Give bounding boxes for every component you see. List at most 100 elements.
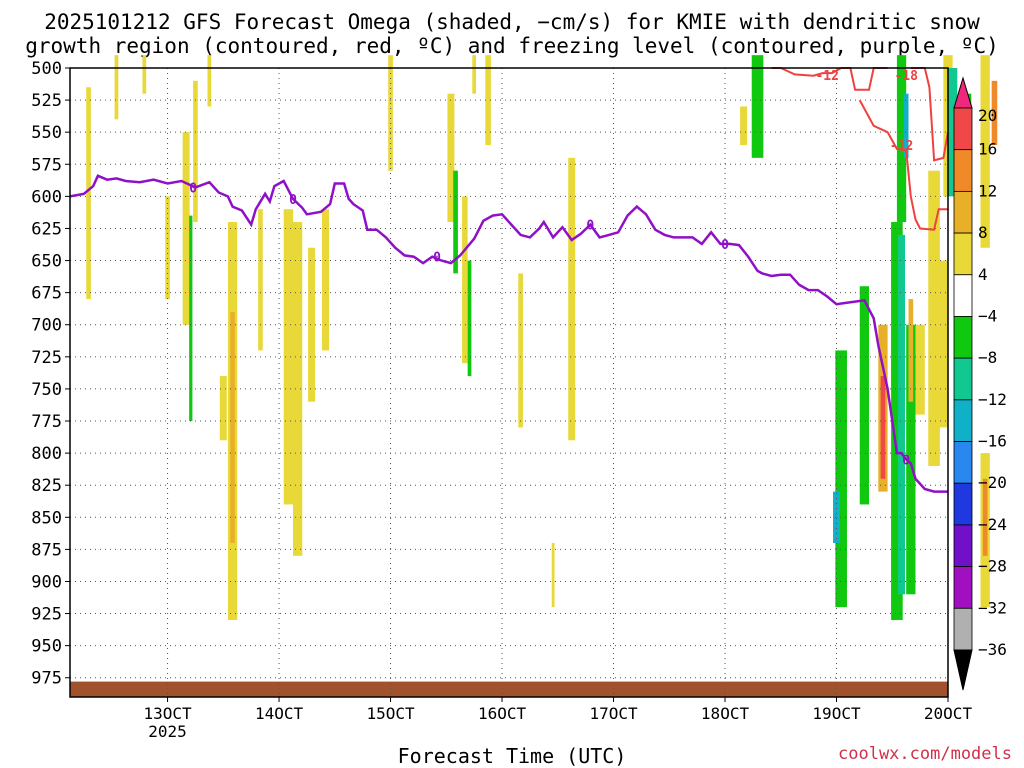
y-tick-label: 925 xyxy=(31,605,62,625)
omega-shade-region xyxy=(880,376,886,479)
omega-shade-region xyxy=(740,106,748,146)
y-tick-label: 550 xyxy=(31,123,62,143)
omega-shade-region xyxy=(938,260,948,428)
chart-title-line1: 2025101212 GFS Forecast Omega (shaded, −… xyxy=(44,10,980,34)
omega-shade-region xyxy=(485,55,491,146)
omega-shade-region xyxy=(165,196,170,300)
colorbar-bin xyxy=(953,149,973,192)
y-tick-label: 800 xyxy=(31,444,62,464)
omega-shade-region xyxy=(891,222,903,620)
omega-shade-region xyxy=(182,132,190,325)
colorbar-label: −32 xyxy=(978,598,1007,617)
dendritic-contour-line xyxy=(858,99,948,231)
omega-shade-region xyxy=(903,93,909,158)
dendritic-contour-label: -12 xyxy=(890,139,913,154)
x-tick-year-label: 2025 xyxy=(148,722,187,741)
omega-shade-region xyxy=(751,55,764,158)
x-tick-label: 15OCT xyxy=(366,704,415,723)
colorbar-bin xyxy=(953,607,973,651)
y-tick-label: 950 xyxy=(31,637,62,657)
omega-shade-region xyxy=(462,196,468,364)
omega-shade-region xyxy=(906,324,916,595)
omega-shade-region xyxy=(283,209,293,505)
omega-shade-region xyxy=(453,170,458,274)
colorbar-label: −28 xyxy=(978,557,1007,576)
colorbar-label: 12 xyxy=(978,181,997,200)
y-tick-label: 725 xyxy=(31,348,62,368)
freezing-level-label: 0 xyxy=(289,193,297,208)
omega-shade-region xyxy=(898,234,906,595)
colorbar-label: 20 xyxy=(978,106,997,125)
dendritic-contour-label: -12 xyxy=(815,69,838,84)
freezing-level-label: 0 xyxy=(189,181,197,196)
y-tick-label: 650 xyxy=(31,252,62,272)
omega-shade-region xyxy=(114,55,119,120)
colorbar-label: −8 xyxy=(978,348,997,367)
omega-shade-region xyxy=(193,80,198,223)
colorbar-label: −20 xyxy=(978,473,1007,492)
omega-shade-region xyxy=(908,299,914,402)
colorbar-bin xyxy=(953,190,973,234)
omega-shade-region xyxy=(467,260,472,377)
omega-shade-region xyxy=(472,55,477,94)
colorbar-bin xyxy=(953,357,973,401)
omega-shade-region xyxy=(189,215,193,422)
plot-frame xyxy=(69,67,949,698)
y-tick-label: 600 xyxy=(31,187,62,207)
omega-shade-region xyxy=(142,55,147,94)
colorbar-label: −4 xyxy=(978,306,997,325)
y-tick-label: 975 xyxy=(31,669,62,689)
omega-shade-region xyxy=(551,542,555,608)
y-tick-label: 675 xyxy=(31,284,62,304)
y-tick-label: 500 xyxy=(31,59,62,79)
omega-shade-region xyxy=(230,311,235,543)
omega-shade-region xyxy=(388,55,393,171)
omega-shade-region xyxy=(991,80,998,146)
y-tick-label: 575 xyxy=(31,155,62,175)
colorbar: 20 16 12 8 4 −4 −8 −12 −16 −20 −24 −28 −32 −36 xyxy=(953,76,1007,691)
omega-shade-region xyxy=(86,87,91,300)
x-tick-label: 14OCT xyxy=(255,704,304,723)
omega-shade-region xyxy=(833,491,840,543)
colorbar-label: 16 xyxy=(978,140,997,159)
omega-shade-region xyxy=(915,324,925,415)
x-tick-label: 18OCT xyxy=(701,704,750,723)
colorbar-bin xyxy=(953,399,973,442)
omega-shade-region xyxy=(322,209,329,351)
dendritic-contour-label: -18 xyxy=(894,69,918,84)
omega-shade-region xyxy=(948,68,958,197)
omega-shade-region xyxy=(447,93,455,223)
omega-shade-region xyxy=(207,55,212,107)
x-tick-label: 20OCT xyxy=(924,704,973,723)
omega-shade-region xyxy=(859,286,870,505)
y-tick-label: 850 xyxy=(31,508,62,528)
freezing-level-label: 0 xyxy=(721,238,729,253)
credit-text: coolwx.com/models xyxy=(838,744,1012,764)
chart-title-line2: growth region (contoured, red, ºC) and f… xyxy=(25,34,999,58)
x-axis-title: Forecast Time (UTC) xyxy=(397,744,627,768)
colorbar-bin xyxy=(953,482,973,526)
y-tick-label: 625 xyxy=(31,219,62,239)
colorbar-bin xyxy=(953,232,973,276)
colorbar-bottom-arrow xyxy=(953,649,973,691)
x-tick-label: 19OCT xyxy=(812,704,861,723)
x-tick-label: 13OCT xyxy=(143,704,192,723)
omega-shade-region xyxy=(292,222,303,556)
terrain-surface xyxy=(70,681,948,697)
omega-shade-region xyxy=(980,55,990,248)
plot-area xyxy=(70,68,948,697)
freezing-level-label: 0 xyxy=(433,251,441,266)
x-tick-label: 16OCT xyxy=(478,704,527,723)
colorbar-bin xyxy=(953,316,973,359)
colorbar-label: −24 xyxy=(978,515,1007,534)
omega-shade-region xyxy=(928,170,940,466)
y-tick-label: 825 xyxy=(31,476,62,496)
freezing-level-label: 0 xyxy=(902,454,910,469)
omega-shade-region xyxy=(258,209,263,351)
y-tick-label: 750 xyxy=(31,380,62,400)
colorbar-bin xyxy=(953,274,973,317)
colorbar-label: 8 xyxy=(978,223,988,242)
omega-shade-region xyxy=(308,247,316,402)
y-tick-label: 875 xyxy=(31,540,62,560)
